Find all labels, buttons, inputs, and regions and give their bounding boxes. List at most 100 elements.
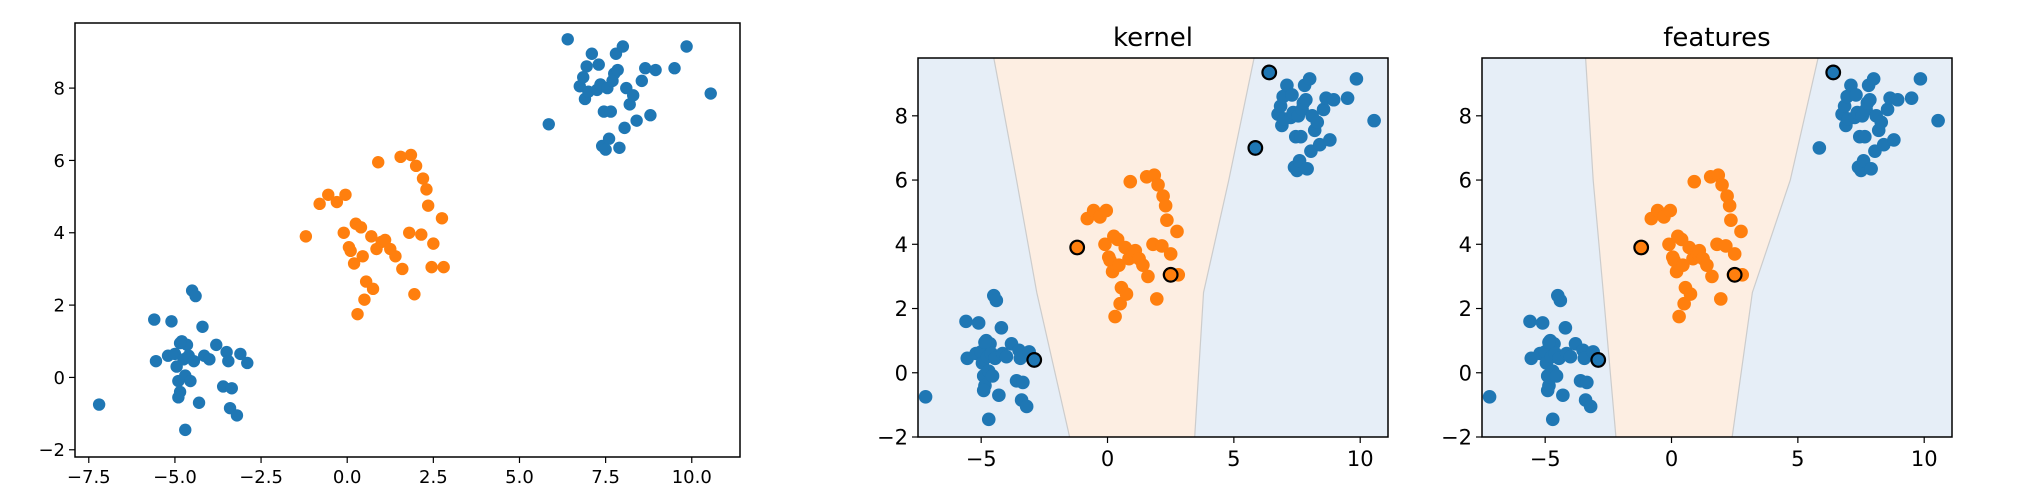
- data-point-class-0: [184, 374, 197, 388]
- data-point-class-0: [1294, 129, 1308, 144]
- data-point-class-0: [1540, 383, 1555, 398]
- data-point-class-1: [1123, 174, 1138, 189]
- support-vector-point: [1247, 140, 1264, 156]
- data-point-class-0: [542, 118, 555, 131]
- data-point-class-0: [1299, 92, 1313, 107]
- data-point-class-1: [322, 188, 335, 201]
- data-point-class-0: [644, 109, 657, 122]
- data-point-class-1: [1687, 174, 1702, 189]
- x-tick-label: −5: [966, 447, 997, 471]
- data-point-class-0: [149, 354, 163, 368]
- data-point-class-0: [172, 391, 185, 404]
- data-point-class-0: [1558, 320, 1573, 335]
- data-point-class-1: [427, 237, 440, 250]
- data-point-class-0: [561, 33, 574, 46]
- y-tick-label: −2: [1441, 426, 1472, 450]
- data-point-class-1: [339, 188, 352, 201]
- x-tick-label: −5: [1530, 447, 1561, 471]
- data-point-class-1: [1112, 258, 1126, 272]
- data-point-class-1: [1683, 287, 1698, 301]
- data-point-class-1: [1724, 213, 1738, 227]
- data-point-class-0: [241, 356, 254, 370]
- data-point-class-0: [1563, 349, 1578, 364]
- data-point-class-0: [203, 353, 216, 366]
- data-point-class-0: [971, 316, 986, 330]
- axes-frame: [1481, 57, 1953, 438]
- data-point-class-1: [1170, 224, 1184, 239]
- data-point-class-0: [1523, 314, 1537, 329]
- data-point-class-0: [1876, 137, 1891, 152]
- data-point-class-1: [378, 233, 392, 247]
- decision-boundary-left: [1585, 58, 1617, 437]
- data-point-class-1: [394, 150, 407, 164]
- data-point-class-0: [165, 315, 178, 328]
- x-tick-label: −2.5: [239, 467, 283, 488]
- data-point-class-0: [173, 336, 187, 350]
- data-point-class-1: [1719, 239, 1733, 253]
- y-tick-label: 2: [54, 296, 65, 317]
- support-vector-point: [1162, 266, 1179, 283]
- data-point-class-1: [1677, 296, 1691, 311]
- data-point-class-1: [299, 230, 313, 243]
- data-point-class-0: [1285, 88, 1299, 102]
- x-tick-label: 10: [1347, 447, 1374, 471]
- x-tick-label: 0.0: [333, 467, 362, 488]
- data-point-class-1: [1672, 309, 1686, 324]
- y-tick-label: 8: [1459, 104, 1472, 128]
- data-point-class-1: [1727, 247, 1742, 261]
- data-point-class-1: [1136, 258, 1150, 272]
- data-point-class-0: [577, 71, 590, 84]
- x-tick-label: −7.5: [67, 467, 111, 488]
- data-point-class-0: [1549, 369, 1564, 383]
- data-point-class-1: [421, 199, 435, 212]
- scatter-panel-features: −5 0 5 10 −2 0 2 4 6 8 features: [1441, 23, 1953, 471]
- data-point-class-1: [1163, 247, 1178, 261]
- x-tick-label: 0: [1665, 447, 1678, 471]
- y-tick-label: 6: [54, 151, 65, 172]
- x-tick-label: 7.5: [591, 467, 620, 488]
- data-point-class-1: [408, 288, 421, 301]
- data-point-class-0: [1312, 137, 1327, 152]
- data-point-class-0: [994, 320, 1009, 335]
- y-tick-label: 8: [895, 104, 908, 128]
- data-point-class-0: [1545, 412, 1560, 427]
- data-point-class-1: [372, 156, 385, 169]
- data-point-class-0: [1849, 88, 1863, 102]
- data-point-class-0: [1340, 91, 1355, 105]
- data-point-class-1: [1662, 237, 1676, 252]
- y-tick-label: −2: [38, 440, 65, 461]
- data-point-class-0: [187, 354, 201, 368]
- data-point-class-0: [1300, 162, 1314, 176]
- data-point-class-0: [626, 89, 640, 102]
- data-point-class-0: [999, 349, 1014, 364]
- data-point-class-0: [649, 63, 662, 77]
- data-point-class-0: [196, 320, 209, 333]
- support-vector-point: [1026, 352, 1043, 368]
- data-point-class-0: [981, 412, 996, 427]
- y-tick-label: 0: [895, 361, 908, 385]
- data-point-class-1: [313, 197, 326, 211]
- data-point-class-1: [330, 195, 344, 209]
- data-point-class-0: [234, 347, 247, 361]
- plot-area: [92, 33, 717, 437]
- data-point-class-1: [420, 183, 433, 196]
- data-point-class-0: [1556, 388, 1570, 403]
- decision-boundary-right: [1731, 58, 1819, 437]
- data-point-class-0: [668, 62, 681, 75]
- data-point-class-0: [1302, 72, 1317, 86]
- x-tick-label: 10: [1911, 447, 1938, 471]
- data-point-class-1: [425, 260, 438, 274]
- data-point-class-1: [1098, 237, 1112, 252]
- data-point-class-1: [1151, 178, 1165, 192]
- data-point-class-1: [1715, 178, 1729, 192]
- data-point-class-1: [358, 293, 371, 306]
- data-point-class-0: [1016, 375, 1030, 390]
- data-point-class-0: [1553, 293, 1568, 308]
- data-point-class-0: [611, 63, 624, 77]
- data-point-class-0: [192, 396, 206, 409]
- data-point-class-0: [918, 390, 933, 404]
- data-point-class-0: [630, 114, 643, 127]
- data-point-class-0: [1580, 375, 1594, 390]
- y-tick-label: −2: [877, 426, 908, 450]
- data-point-class-0: [680, 40, 693, 53]
